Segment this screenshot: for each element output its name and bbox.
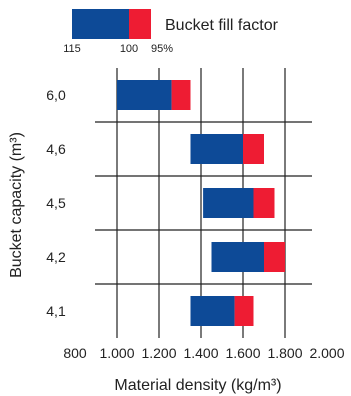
- x-tick-label-1200: 1.200: [141, 345, 176, 361]
- legend-label-115: 115: [63, 43, 81, 55]
- bars: [117, 80, 285, 326]
- bar-main-4,1: [190, 296, 235, 326]
- y-tick-label-3: 4,2: [46, 249, 66, 265]
- x-tick-label-1400: 1.400: [183, 345, 218, 361]
- bar-main-4,2: [211, 242, 264, 272]
- bar-tail-6,0: [171, 80, 191, 110]
- x-axis-title: Material density (kg/m³): [114, 377, 281, 394]
- y-tick-label-2: 4,5: [46, 195, 66, 211]
- legend-label-95: 95%: [151, 43, 173, 55]
- y-axis-title: Bucket capacity (m³): [8, 132, 25, 278]
- x-tick-label-2000: 2.000: [309, 345, 344, 361]
- x-tick-labels: 800 1.000 1.200 1.400 1.600 1.800 2.000: [63, 345, 344, 361]
- grid: [95, 68, 312, 338]
- y-tick-label-0: 6,0: [46, 87, 66, 103]
- legend-label-100: 100: [120, 43, 138, 55]
- y-tick-label-1: 4,6: [46, 141, 66, 157]
- x-tick-label-1800: 1.800: [267, 345, 302, 361]
- x-tick-label-1000: 1.000: [99, 345, 134, 361]
- bar-tail-4,5: [253, 188, 275, 218]
- bar-main-6,0: [117, 80, 172, 110]
- legend: Bucket fill factor 115 100 95%: [63, 9, 279, 55]
- bar-tail-4,2: [264, 242, 285, 272]
- x-tick-label-800: 800: [63, 345, 87, 361]
- legend-swatch-95: [129, 9, 151, 39]
- bar-main-4,6: [190, 134, 243, 164]
- bar-main-4,5: [203, 188, 254, 218]
- legend-swatch-100: [72, 9, 129, 39]
- y-tick-label-4: 4,1: [46, 303, 66, 319]
- bar-tail-4,1: [234, 296, 254, 326]
- y-tick-labels: 6,0 4,6 4,5 4,2 4,1: [46, 87, 66, 319]
- x-tick-label-1600: 1.600: [225, 345, 260, 361]
- legend-title: Bucket fill factor: [165, 17, 279, 34]
- bar-tail-4,6: [243, 134, 264, 164]
